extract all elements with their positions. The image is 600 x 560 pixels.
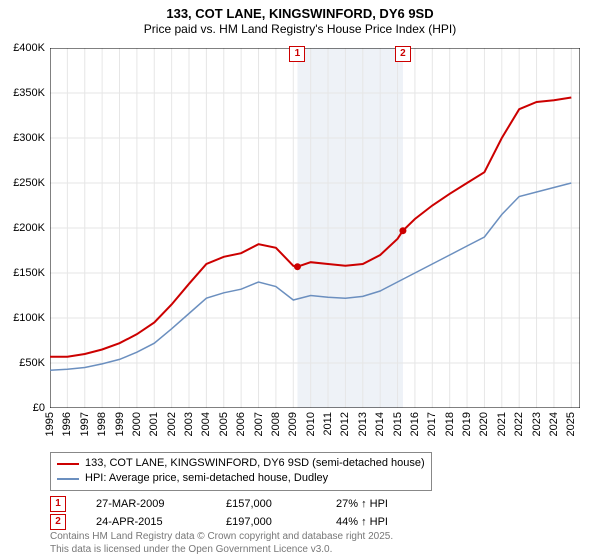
y-tick-label: £150K	[0, 267, 45, 279]
x-tick-label: 2013	[357, 412, 369, 436]
x-tick-label: 2006	[235, 412, 247, 436]
x-tick-label: 2000	[131, 412, 143, 436]
legend-item: HPI: Average price, semi-detached house,…	[57, 471, 425, 486]
y-tick-label: £100K	[0, 312, 45, 324]
event-price: £157,000	[226, 498, 306, 510]
event-price: £197,000	[226, 516, 306, 528]
x-tick-label: 2008	[270, 412, 282, 436]
x-tick-label: 2021	[496, 412, 508, 436]
x-tick-label: 2011	[322, 412, 334, 436]
event-delta: 27% ↑ HPI	[336, 498, 388, 510]
event-date: 27-MAR-2009	[96, 498, 196, 510]
y-tick-label: £0	[0, 402, 45, 414]
x-tick-label: 2001	[148, 412, 160, 436]
event-marker: 2	[50, 514, 66, 530]
y-tick-label: £400K	[0, 42, 45, 54]
y-tick-label: £350K	[0, 87, 45, 99]
events-table: 1 27-MAR-2009 £157,000 27% ↑ HPI 2 24-AP…	[50, 496, 388, 532]
line-chart	[50, 48, 580, 408]
title-subtitle: Price paid vs. HM Land Registry's House …	[0, 22, 600, 37]
legend: 133, COT LANE, KINGSWINFORD, DY6 9SD (se…	[50, 452, 432, 491]
x-tick-label: 2012	[339, 412, 351, 436]
x-tick-label: 2025	[565, 412, 577, 436]
y-tick-label: £50K	[0, 357, 45, 369]
legend-swatch	[57, 463, 79, 465]
x-tick-label: 1995	[44, 412, 56, 436]
x-tick-label: 1998	[96, 412, 108, 436]
x-tick-label: 2017	[426, 412, 438, 436]
title-address: 133, COT LANE, KINGSWINFORD, DY6 9SD	[0, 6, 600, 22]
x-tick-label: 2014	[374, 412, 386, 436]
chart-area: £0£50K£100K£150K£200K£250K£300K£350K£400…	[50, 48, 580, 408]
x-tick-label: 2004	[200, 412, 212, 436]
credit-line: Contains HM Land Registry data © Crown c…	[50, 531, 393, 544]
event-row: 2 24-APR-2015 £197,000 44% ↑ HPI	[50, 514, 388, 530]
y-tick-label: £200K	[0, 222, 45, 234]
chart-container: 133, COT LANE, KINGSWINFORD, DY6 9SD Pri…	[0, 0, 600, 560]
legend-label: 133, COT LANE, KINGSWINFORD, DY6 9SD (se…	[85, 456, 425, 471]
x-tick-label: 2015	[392, 412, 404, 436]
x-tick-label: 2005	[218, 412, 230, 436]
event-date: 24-APR-2015	[96, 516, 196, 528]
event-row: 1 27-MAR-2009 £157,000 27% ↑ HPI	[50, 496, 388, 512]
legend-label: HPI: Average price, semi-detached house,…	[85, 471, 328, 486]
chart-marker: 1	[289, 46, 305, 62]
credit-line: This data is licensed under the Open Gov…	[50, 544, 393, 557]
x-tick-label: 2022	[513, 412, 525, 436]
event-delta: 44% ↑ HPI	[336, 516, 388, 528]
x-tick-label: 2024	[548, 412, 560, 436]
x-tick-label: 1996	[61, 412, 73, 436]
x-tick-label: 2007	[253, 412, 265, 436]
x-tick-label: 2019	[461, 412, 473, 436]
title-block: 133, COT LANE, KINGSWINFORD, DY6 9SD Pri…	[0, 0, 600, 37]
x-tick-label: 2023	[531, 412, 543, 436]
x-tick-label: 2009	[287, 412, 299, 436]
chart-marker: 2	[395, 46, 411, 62]
x-tick-label: 1997	[79, 412, 91, 436]
y-tick-label: £250K	[0, 177, 45, 189]
legend-item: 133, COT LANE, KINGSWINFORD, DY6 9SD (se…	[57, 456, 425, 471]
credits: Contains HM Land Registry data © Crown c…	[50, 531, 393, 556]
y-tick-label: £300K	[0, 132, 45, 144]
x-tick-label: 2003	[183, 412, 195, 436]
x-tick-label: 2018	[444, 412, 456, 436]
x-tick-label: 2010	[305, 412, 317, 436]
x-tick-label: 1999	[114, 412, 126, 436]
event-marker: 1	[50, 496, 66, 512]
x-tick-label: 2016	[409, 412, 421, 436]
x-tick-label: 2020	[478, 412, 490, 436]
legend-swatch	[57, 478, 79, 480]
x-tick-label: 2002	[166, 412, 178, 436]
